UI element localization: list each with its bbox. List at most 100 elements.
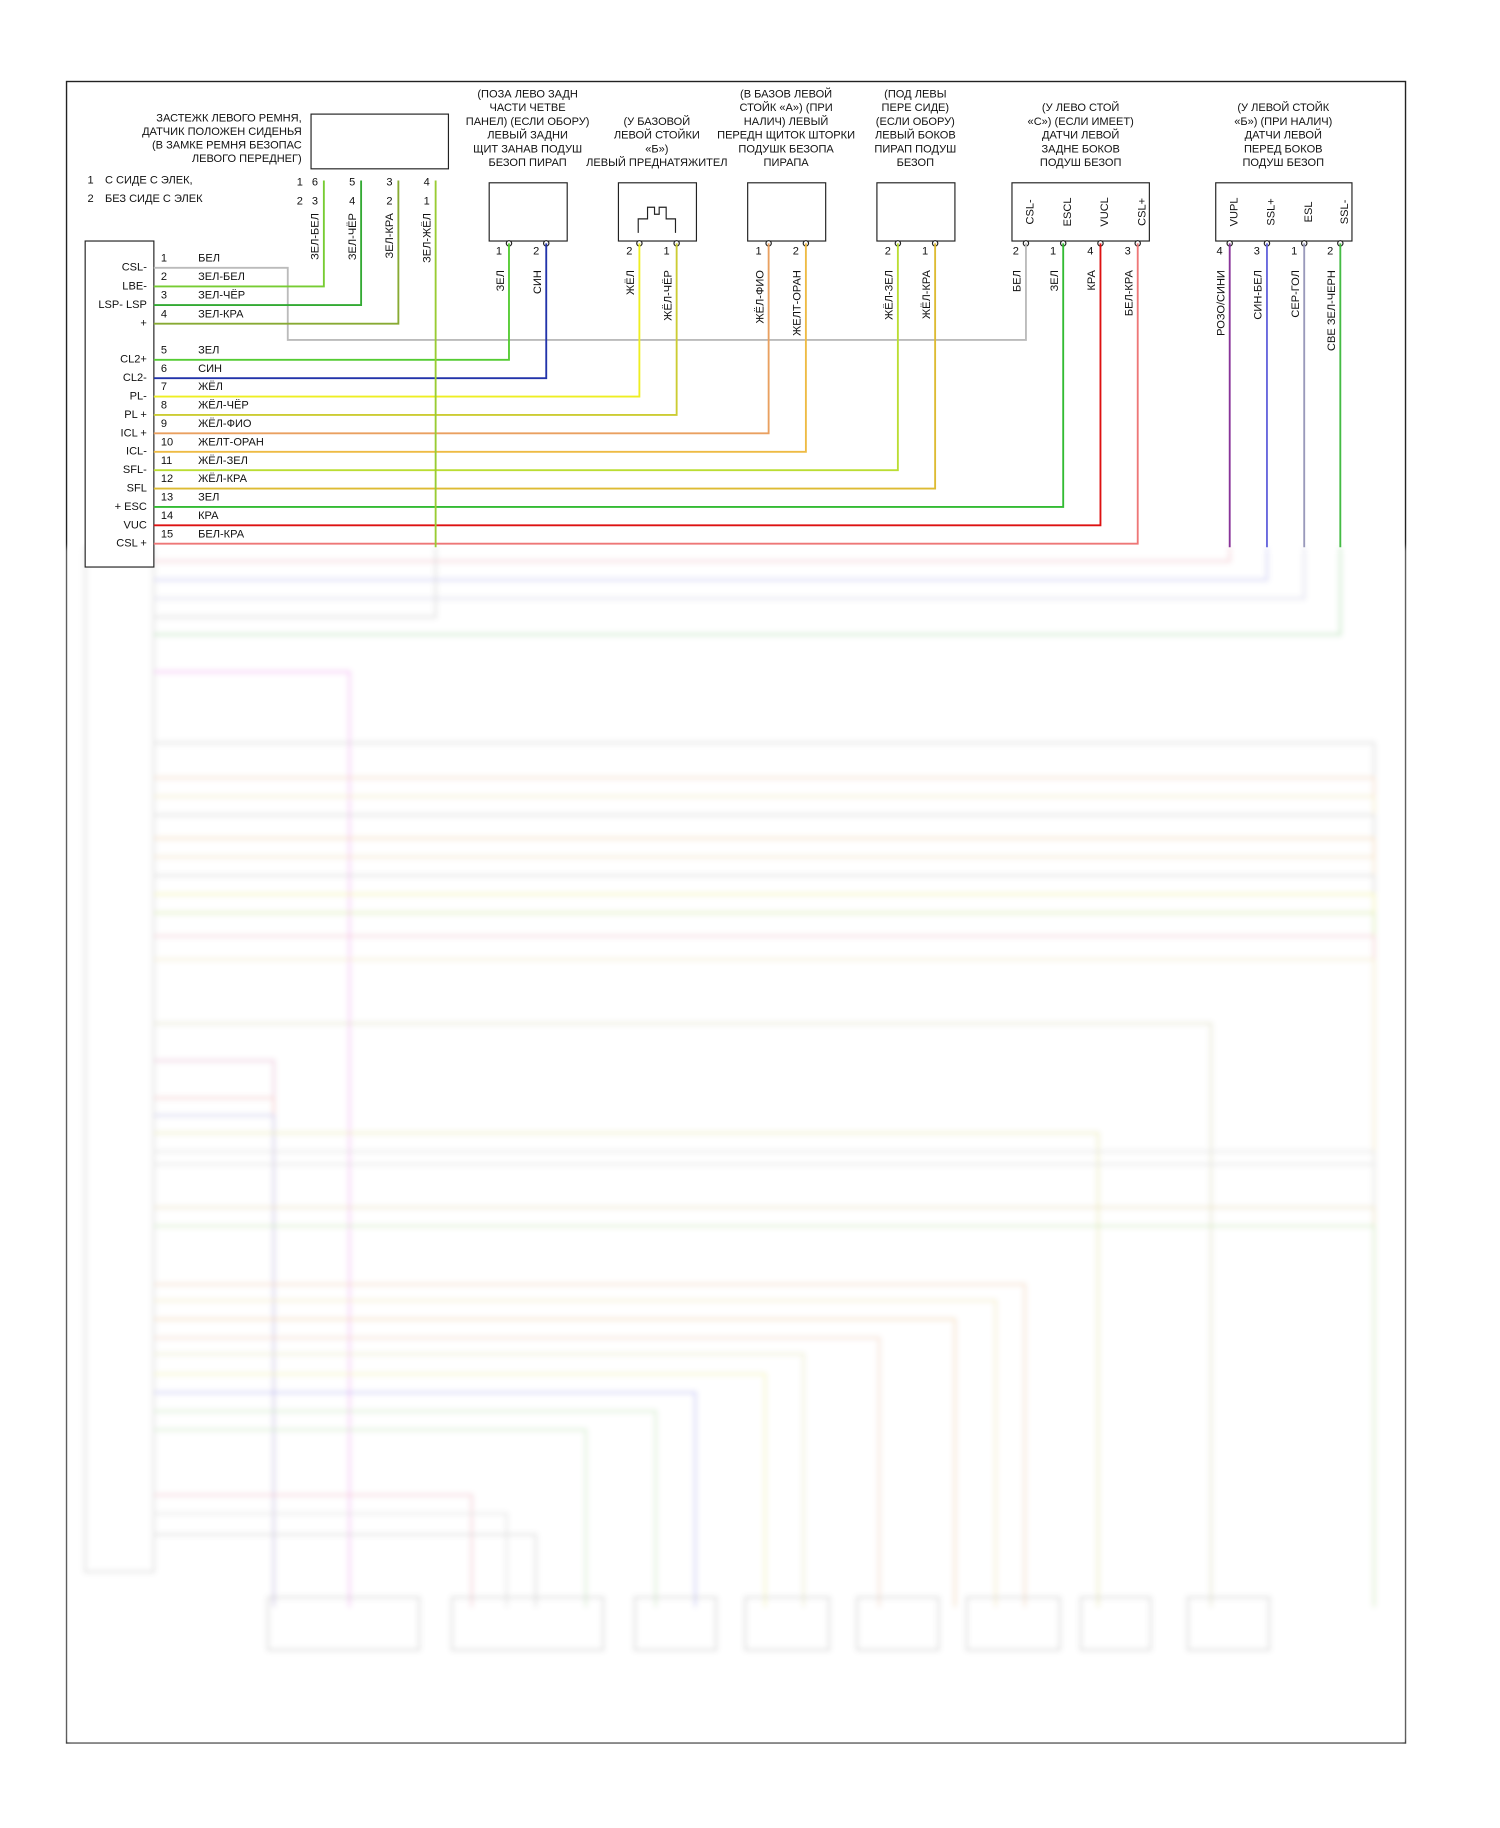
pin-num: 2 bbox=[793, 245, 799, 257]
pin-num: 4 bbox=[161, 308, 167, 320]
component-label: ЛЕВОЙ СТОЙКИ bbox=[614, 129, 700, 142]
box-blur bbox=[1187, 1596, 1270, 1651]
w bbox=[153, 547, 437, 619]
w bbox=[153, 1318, 956, 1607]
w bbox=[153, 547, 1231, 563]
wire-label: БЕЛ bbox=[198, 252, 220, 264]
pin-num: 3 bbox=[386, 177, 392, 189]
pin-num: 10 bbox=[161, 436, 173, 448]
component-label: ПАНЕЛ) (ЕСЛИ ОБОРУ) bbox=[466, 116, 590, 128]
pin-num: 1 bbox=[496, 245, 502, 257]
component-label: ПЕРЕДН ЩИТОК ШТОРКИ bbox=[717, 130, 855, 142]
box-blur bbox=[267, 1596, 420, 1651]
wire-label: БЕЛ bbox=[1012, 270, 1024, 292]
pin-name: ICL- bbox=[126, 446, 147, 458]
component-label: (У ЛЕВОЙ СТОЙК bbox=[1237, 101, 1329, 114]
w bbox=[153, 547, 1268, 581]
pin-num: 13 bbox=[161, 492, 173, 504]
pin-name: + bbox=[140, 318, 146, 330]
component-label: ЛЕВЫЙ ЗАДНИ bbox=[487, 129, 568, 142]
buckle-label: ЗАСТЕЖК ЛЕВОГО РЕМНЯ, bbox=[156, 113, 301, 125]
pin-num: 1 bbox=[161, 252, 167, 264]
w bbox=[153, 1225, 1376, 1607]
pin-num: 7 bbox=[161, 381, 167, 393]
wire bbox=[153, 243, 899, 472]
wire bbox=[153, 180, 325, 288]
pin-num: 4 bbox=[1087, 245, 1093, 257]
pin-num: 4 bbox=[424, 177, 430, 189]
wire-label: ЖЁЛ-КРА bbox=[921, 269, 933, 319]
pin-label: SSL- bbox=[1339, 199, 1351, 224]
w bbox=[153, 1512, 508, 1607]
buckle-label: (В ЗАМКЕ РЕМНЯ БЕЗОПАС bbox=[152, 139, 302, 151]
box-blur bbox=[1080, 1596, 1152, 1651]
component-label: ПЕРЕ СИДЕ) bbox=[882, 102, 950, 114]
w bbox=[153, 547, 1342, 636]
pin-label: CSL- bbox=[1025, 199, 1037, 224]
wire bbox=[153, 243, 1139, 545]
wire-label: ЖЁЛ bbox=[198, 381, 223, 393]
pin-name: + ESC bbox=[115, 501, 147, 513]
pin-num: 1 bbox=[424, 195, 430, 207]
component-label: ПИРАП ПОДУШ bbox=[874, 143, 956, 155]
w bbox=[153, 1428, 587, 1607]
pin-name: PL + bbox=[124, 409, 147, 421]
wire bbox=[153, 243, 1102, 527]
pin-num: 2 bbox=[885, 245, 891, 257]
wire-label: БЕЛ-КРА bbox=[1123, 269, 1135, 316]
wire bbox=[153, 243, 510, 361]
pretensioner-icon bbox=[637, 206, 677, 233]
pin-num: 4 bbox=[349, 195, 355, 207]
w bbox=[153, 1022, 1213, 1607]
wire bbox=[153, 243, 1065, 508]
box-blur bbox=[634, 1596, 717, 1651]
box-blur bbox=[856, 1596, 940, 1651]
pin-num: 6 bbox=[312, 177, 318, 189]
component-label: (У ЛЕВО СТОЙ bbox=[1042, 101, 1120, 114]
wire bbox=[153, 243, 641, 398]
component-label: ДАТЧИ ЛЕВОЙ bbox=[1042, 129, 1119, 142]
pin-num: 1 bbox=[922, 245, 928, 257]
wire-label: ЖЁЛ-ЧЁР bbox=[198, 400, 249, 412]
w bbox=[153, 1533, 537, 1607]
pin-num: 2 bbox=[533, 245, 539, 257]
pin-num: 9 bbox=[161, 418, 167, 430]
buckle-box bbox=[310, 113, 450, 170]
component-label: (В БАЗОВ ЛЕВОЙ bbox=[740, 87, 832, 100]
pin-num: 1 bbox=[664, 245, 670, 257]
pin-num: 1 bbox=[1291, 245, 1297, 257]
component-label: ДАТЧИ ЛЕВОЙ bbox=[1245, 129, 1322, 142]
wire-label: ЖЁЛ bbox=[625, 270, 637, 295]
component-label: СТОЙК «А») (ПРИ bbox=[739, 101, 832, 114]
component-label: «С») (ЕСЛИ ИМЕЕТ) bbox=[1028, 116, 1134, 128]
wire-label: БЕЛ-КРА bbox=[198, 528, 245, 540]
legend-text: С СИДЕ С ЭЛЕК, bbox=[105, 174, 193, 186]
component-box bbox=[1011, 182, 1150, 242]
wire-label: КРА bbox=[1086, 269, 1098, 290]
wire-label: ЗЕЛ-КРА bbox=[198, 308, 244, 320]
w bbox=[153, 1353, 805, 1607]
pin-name: PL- bbox=[130, 390, 148, 402]
wire-label: СИН-БЕЛ bbox=[1253, 270, 1265, 319]
buckle-label: ДАТЧИК ПОЛОЖЕН СИДЕНЬЯ bbox=[142, 126, 302, 138]
w bbox=[153, 1114, 275, 1607]
wire-label: ЗЕЛ bbox=[198, 344, 219, 356]
pin-num: 2 bbox=[1013, 245, 1019, 257]
box-blur bbox=[451, 1596, 604, 1651]
blur-bg bbox=[66, 547, 1406, 1744]
w bbox=[153, 1283, 1026, 1607]
buckle-label: ЛЕВОГО ПЕРЕДНЕГ) bbox=[192, 153, 302, 165]
wire-label: ЗЕЛ-ЖЁЛ bbox=[421, 213, 433, 263]
pin-num: 8 bbox=[161, 400, 167, 412]
component-label: (ПОЗА ЛЕВО ЗАДН bbox=[477, 88, 577, 100]
component-label: (ПОД ЛЕВЫ bbox=[884, 88, 946, 100]
wire bbox=[153, 243, 1027, 341]
pin-num: 2 bbox=[626, 245, 632, 257]
wire-label: ЗЕЛ-ЧЁР bbox=[198, 290, 245, 302]
wire-label: ЖЕЛТ-ОРАН bbox=[792, 270, 804, 336]
wire-label: ЗЕЛ-БЕЛ bbox=[310, 213, 322, 260]
pin-num: 2 bbox=[161, 271, 167, 283]
component-box bbox=[1215, 182, 1353, 242]
pin-num: 1 bbox=[755, 245, 761, 257]
